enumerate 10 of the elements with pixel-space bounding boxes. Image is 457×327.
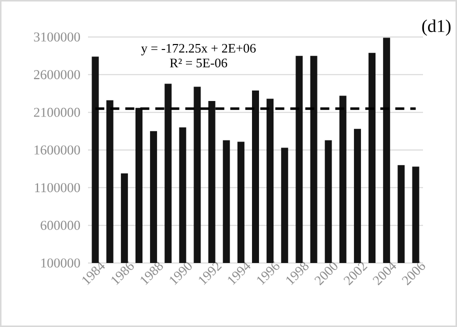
annotation: y = -172.25x + 2E+06: [141, 44, 256, 56]
y-tick-label: 3100000: [34, 32, 80, 42]
y-tick-label: 1100000: [35, 183, 80, 192]
chart-title: (d1): [422, 19, 451, 36]
y-tick-label: 1600000: [34, 145, 80, 155]
y-tick-label: 2100000: [34, 108, 80, 117]
y-tick-label: 100000: [41, 258, 80, 268]
y-tick-label: 2600000: [34, 70, 80, 80]
annotation: R² = 5E-06: [170, 58, 228, 68]
y-tick-label: 600000: [40, 220, 80, 230]
